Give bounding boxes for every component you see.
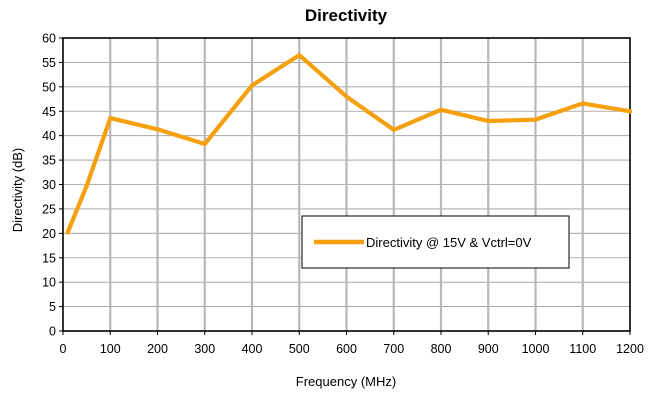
data-point bbox=[580, 101, 585, 106]
data-point bbox=[486, 118, 491, 124]
y-tick-label: 15 bbox=[42, 251, 56, 265]
x-tick-label: 1100 bbox=[569, 342, 596, 356]
x-tick-label: 300 bbox=[194, 342, 215, 356]
x-tick-label: 1000 bbox=[522, 342, 550, 356]
series-layer bbox=[65, 52, 633, 235]
data-point bbox=[391, 127, 396, 132]
x-tick-label: 600 bbox=[336, 342, 357, 356]
grid-lines bbox=[63, 38, 630, 331]
x-tick-label: 100 bbox=[100, 342, 121, 356]
data-point bbox=[84, 183, 89, 189]
y-tick-label: 25 bbox=[42, 202, 56, 216]
y-tick-label: 55 bbox=[42, 56, 56, 70]
x-tick-label: 400 bbox=[242, 342, 263, 356]
data-point bbox=[297, 52, 302, 58]
x-tick-label: 1200 bbox=[616, 342, 644, 356]
data-point bbox=[249, 83, 255, 88]
x-tick-label: 700 bbox=[383, 342, 404, 356]
y-tick-label: 35 bbox=[42, 154, 56, 168]
tick-marks bbox=[59, 37, 631, 335]
legend-label: Directivity @ 15V & Vctrl=0V bbox=[366, 235, 532, 250]
data-point bbox=[65, 230, 70, 235]
data-point bbox=[202, 141, 207, 147]
y-tick-label: 50 bbox=[42, 80, 56, 94]
x-tick-label: 200 bbox=[147, 342, 168, 356]
y-tick-label: 0 bbox=[49, 325, 56, 339]
data-point bbox=[438, 107, 444, 112]
data-point bbox=[108, 115, 113, 121]
legend: Directivity @ 15V & Vctrl=0V bbox=[301, 215, 570, 269]
data-point bbox=[155, 127, 160, 132]
series-line bbox=[65, 52, 633, 235]
x-tick-label: 500 bbox=[289, 342, 310, 356]
x-tick-label: 0 bbox=[60, 342, 67, 356]
y-tick-label: 30 bbox=[42, 178, 56, 192]
data-point bbox=[627, 109, 633, 114]
x-tick-label: 900 bbox=[478, 342, 499, 356]
y-tick-label: 45 bbox=[42, 105, 56, 119]
y-tick-label: 5 bbox=[49, 300, 56, 314]
x-tick-label: 800 bbox=[431, 342, 452, 356]
y-axis-label: Directivity (dB) bbox=[10, 148, 25, 233]
y-tick-label: 40 bbox=[42, 129, 56, 143]
y-tick-labels: 0 5 10 15 20 25 30 35 40 45 50 55 60 bbox=[42, 32, 56, 339]
data-point bbox=[344, 94, 349, 99]
x-axis-label: Frequency (MHz) bbox=[296, 374, 396, 389]
data-point bbox=[533, 117, 538, 122]
y-tick-label: 20 bbox=[42, 227, 56, 241]
y-tick-label: 60 bbox=[42, 32, 56, 46]
y-tick-label: 10 bbox=[42, 276, 56, 290]
x-tick-labels: 0 100 200 300 400 500 600 700 800 900 1000 1100 1200 bbox=[60, 342, 644, 356]
chart-title: Directivity bbox=[305, 6, 388, 25]
